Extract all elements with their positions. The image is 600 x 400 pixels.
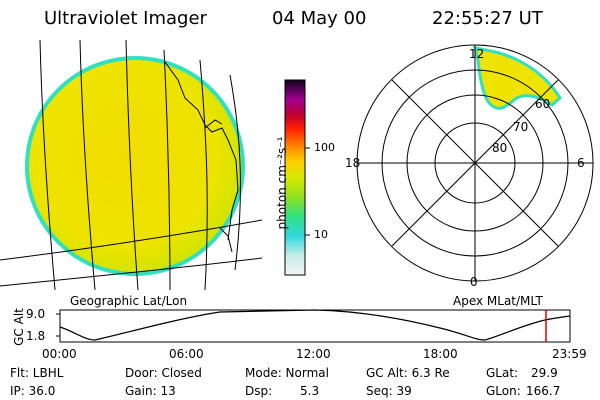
colorbar-label-100: 100 [314,141,335,154]
info-mode: Mode: Normal [245,366,329,380]
info-glon-label: GLon: [486,384,521,398]
info-door: Door: Closed [125,366,202,380]
info-glon-value: 166.7 [526,384,561,398]
info-gain: Gain: 13 [125,384,176,398]
altplot-xtick-0000: 00:00 [42,347,77,361]
info-dsp-value: 5.3 [300,384,320,398]
altitude-plot [56,309,571,343]
earth-disk-image [0,40,262,290]
info-glat-value: 29.9 [531,366,558,380]
lat-label-70: 70 [513,120,529,134]
info-gc-alt: GC Alt: 6.3 Re [366,366,450,380]
lat-label-60: 60 [535,97,551,111]
geo-caption: Geographic Lat/Lon [70,294,188,308]
colorbar-label-10: 10 [314,228,328,241]
altplot-xtick-1200: 12:00 [296,347,331,361]
info-seq: Seq: 39 [366,384,412,398]
coastlines [164,61,239,253]
mlt-label-12: 12 [469,47,485,61]
info-glat-label: GLat: [486,366,519,380]
info-filter: Flt: LBHL [10,366,64,380]
info-ip: IP: 36.0 [10,384,56,398]
instrument-title: Ultraviolet Imager [44,8,207,29]
mlt-label-0: 0 [470,275,478,289]
earth-disk [27,58,243,274]
altplot-ytick-9: 9.0 [26,307,46,321]
colorbar [284,79,306,276]
altplot-ytick-1-8: 1.8 [26,329,46,343]
lat-label-80: 80 [492,141,508,155]
altplot-xtick-2359: 23:59 [552,347,587,361]
altitude-curve [59,309,571,341]
mlt-label-18: 18 [345,156,361,170]
altplot-xtick-0600: 06:00 [169,347,204,361]
altplot-ylabel: GC Alt [12,308,26,346]
polar-diagonal-2 [391,79,559,247]
polar-caption: Apex MLat/MLT [453,294,543,308]
mlt-label-6: 6 [577,156,585,170]
info-dsp-label: Dsp: [245,384,273,398]
time-label: 22:55:27 UT [432,8,543,29]
altplot-xtick-1800: 18:00 [423,347,458,361]
earth-limb-glow [25,56,245,276]
aurora-oval [472,46,562,110]
date-label: 04 May 00 [272,8,367,29]
polar-plot [356,44,594,282]
colorbar-unit: photon cm⁻²s⁻¹ [275,136,289,230]
